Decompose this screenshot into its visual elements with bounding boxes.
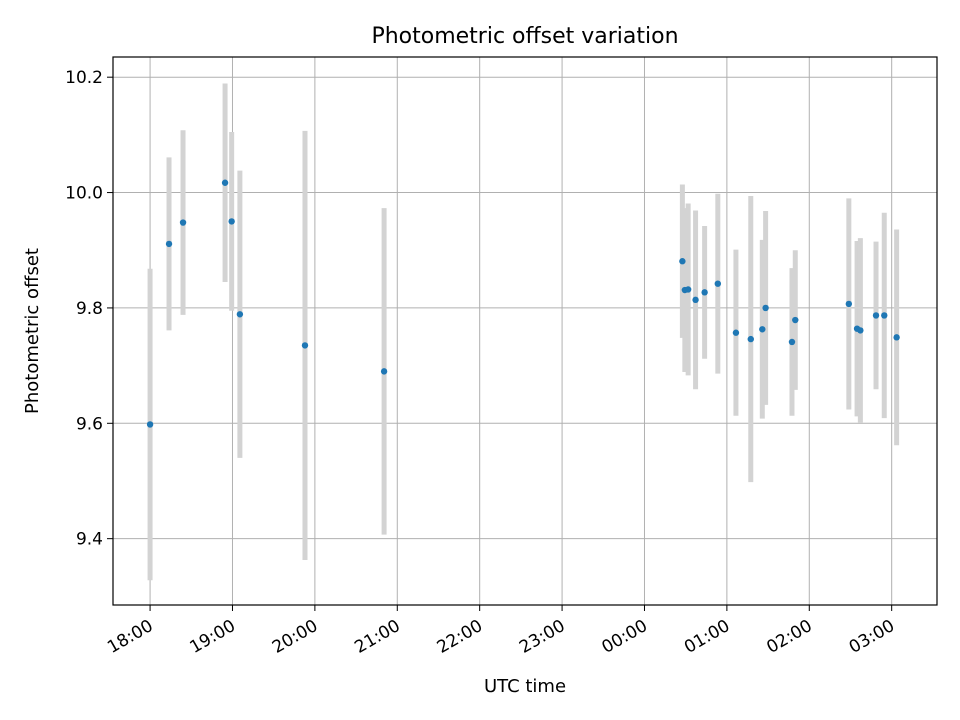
data-point [759, 326, 766, 333]
data-point [684, 286, 692, 293]
data-point [762, 304, 769, 312]
x-axis-label: UTC time [484, 676, 566, 697]
data-point [788, 338, 796, 346]
data-point [857, 327, 864, 334]
data-point [792, 316, 799, 324]
data-point [692, 296, 699, 304]
data-point [845, 300, 853, 308]
data-point [732, 329, 740, 336]
y-axis: 9.4 9.6 9.8 10.0 10.2 [65, 68, 113, 550]
y-tick-label: 9.8 [76, 299, 103, 319]
y-tick-label: 9.4 [76, 530, 103, 550]
data-point [221, 179, 229, 186]
data-point [701, 289, 708, 296]
y-tick-label: 10.2 [65, 68, 103, 88]
data-point [872, 312, 880, 319]
y-tick-label: 9.6 [76, 414, 103, 434]
chart-title: Photometric offset variation [371, 24, 678, 49]
data-points [146, 179, 900, 428]
data-point [881, 312, 888, 319]
data-point [179, 219, 187, 226]
data-point [228, 218, 235, 225]
data-point [236, 311, 244, 318]
plot-frame [112, 56, 938, 606]
y-tick-label: 10.0 [65, 184, 103, 204]
data-point [679, 258, 686, 265]
grid [113, 57, 937, 605]
data-point [747, 335, 754, 343]
data-point [146, 421, 154, 428]
data-point [893, 334, 900, 341]
data-point [714, 280, 722, 287]
data-point [380, 368, 388, 375]
data-point [165, 240, 173, 248]
data-point [301, 342, 309, 349]
y-axis-label: Photometric offset [22, 248, 43, 414]
